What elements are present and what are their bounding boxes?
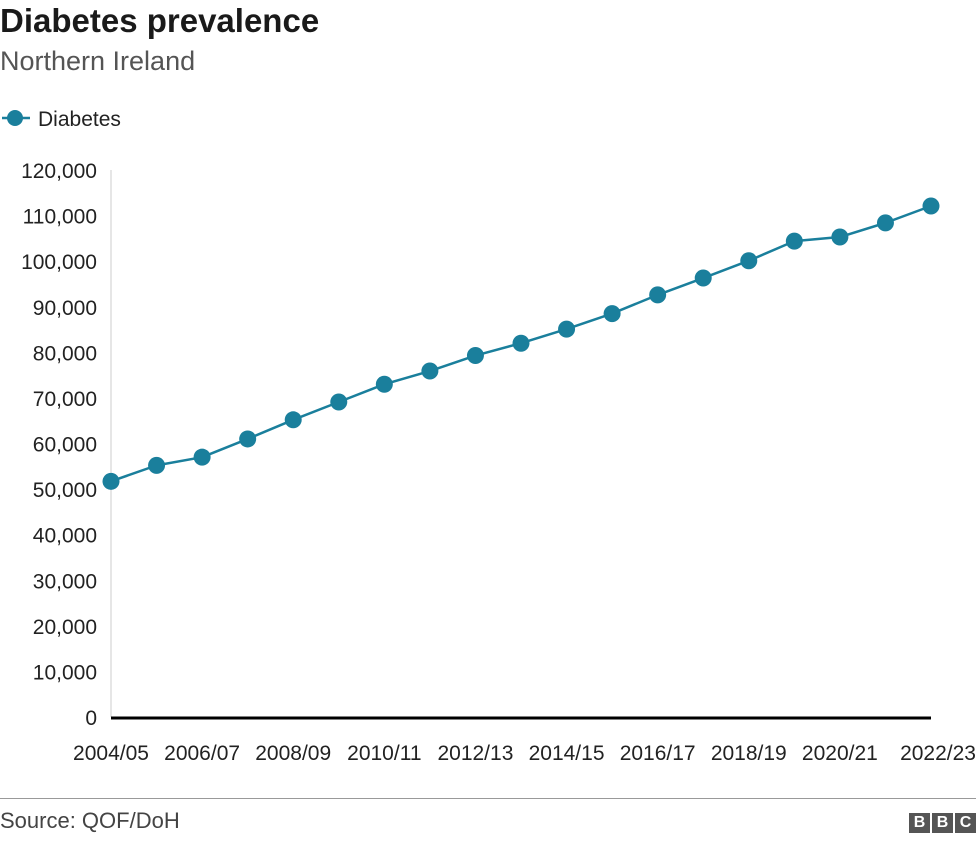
data-point xyxy=(512,334,530,352)
legend: Diabetes xyxy=(2,108,121,131)
x-tick-label: 2006/07 xyxy=(164,742,240,765)
y-tick-label: 80,000 xyxy=(33,342,97,365)
data-point xyxy=(239,430,257,448)
data-point xyxy=(375,375,393,393)
legend-marker-swatch xyxy=(7,110,23,126)
data-point xyxy=(284,411,302,429)
data-point xyxy=(466,347,484,365)
chart-title: Diabetes prevalence xyxy=(0,2,320,39)
data-point xyxy=(330,393,348,411)
legend-label: Diabetes xyxy=(38,108,121,131)
y-tick-label: 20,000 xyxy=(33,616,97,639)
data-point xyxy=(740,252,758,270)
source-note: Source: QOF/DoH xyxy=(0,808,180,833)
x-tick-label: 2020/21 xyxy=(802,742,878,765)
x-tick-label: 2010/11 xyxy=(347,742,421,765)
series-layer xyxy=(102,197,940,490)
data-point xyxy=(922,197,940,215)
x-tick-label: 2004/05 xyxy=(73,742,149,765)
y-tick-label: 50,000 xyxy=(33,479,97,502)
data-point xyxy=(193,448,211,466)
x-axis: 2004/05 2006/07 2008/09 2010/11 2012/13 2014/… xyxy=(73,716,976,765)
y-tick-label: 110,000 xyxy=(23,206,97,229)
bbc-logo: B B C xyxy=(909,813,976,833)
y-tick-label: 0 xyxy=(85,707,97,730)
data-point xyxy=(421,362,439,380)
data-point xyxy=(148,456,166,474)
y-tick-label: 60,000 xyxy=(33,434,97,457)
y-axis: 0 10,000 20,000 30,000 40,000 50,000 60,000 70,… xyxy=(21,160,112,730)
logo-letter: B xyxy=(932,813,953,833)
data-point xyxy=(558,320,576,338)
x-tick-label: 2012/13 xyxy=(437,742,513,765)
data-point xyxy=(831,228,849,246)
y-tick-label: 40,000 xyxy=(33,525,97,548)
x-tick-label: 2018/19 xyxy=(711,742,787,765)
x-tick-label: 2022/23 xyxy=(900,742,976,765)
y-tick-label: 120,000 xyxy=(21,160,97,183)
y-tick-label: 90,000 xyxy=(33,297,97,320)
x-tick-label: 2016/17 xyxy=(620,742,696,765)
logo-letter: C xyxy=(955,813,976,833)
data-point xyxy=(785,232,803,250)
logo-letter: B xyxy=(909,813,930,833)
x-tick-label: 2008/09 xyxy=(255,742,331,765)
chart-area: Diabetes 0 10,000 20,000 30,000 40,000 50,000… xyxy=(2,108,976,765)
y-tick-label: 30,000 xyxy=(33,570,97,593)
chart-subtitle: Northern Ireland xyxy=(0,46,196,76)
y-tick-label: 70,000 xyxy=(33,388,97,411)
data-point xyxy=(694,269,712,287)
footer-divider xyxy=(0,798,976,799)
data-point xyxy=(102,472,120,490)
data-point xyxy=(649,286,667,304)
y-tick-label: 10,000 xyxy=(33,661,97,684)
data-point xyxy=(603,305,621,323)
y-tick-label: 100,000 xyxy=(21,251,97,274)
data-point xyxy=(876,214,894,232)
x-tick-label: 2014/15 xyxy=(529,742,605,765)
